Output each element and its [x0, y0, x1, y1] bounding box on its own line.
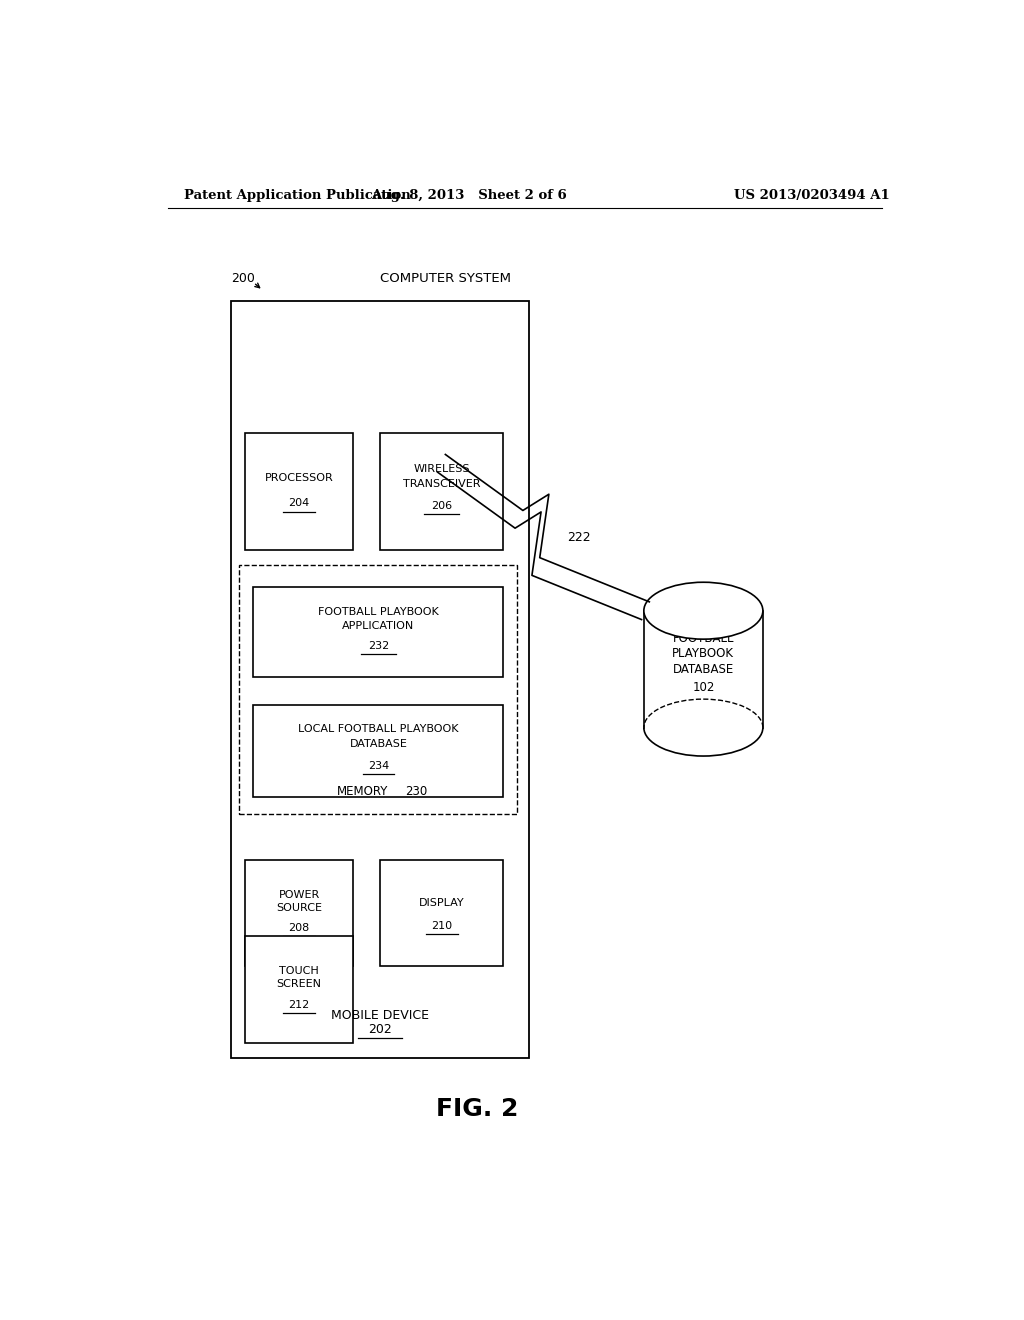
Text: 234: 234 — [368, 762, 389, 771]
Text: Patent Application Publication: Patent Application Publication — [183, 189, 411, 202]
Text: FOOTBALL: FOOTBALL — [673, 632, 734, 645]
Text: 206: 206 — [431, 500, 453, 511]
FancyBboxPatch shape — [253, 705, 504, 797]
FancyBboxPatch shape — [246, 936, 352, 1043]
FancyBboxPatch shape — [644, 611, 763, 727]
Text: 212: 212 — [289, 999, 309, 1010]
FancyBboxPatch shape — [246, 859, 352, 966]
Text: POWER: POWER — [279, 890, 319, 900]
Text: 232: 232 — [368, 642, 389, 651]
Text: LOCAL FOOTBALL PLAYBOOK: LOCAL FOOTBALL PLAYBOOK — [298, 723, 459, 734]
Text: 200: 200 — [231, 272, 255, 285]
Text: 230: 230 — [404, 785, 427, 799]
Text: COMPUTER SYSTEM: COMPUTER SYSTEM — [380, 272, 511, 285]
Text: DISPLAY: DISPLAY — [419, 898, 465, 908]
Text: 210: 210 — [431, 921, 453, 932]
Text: WIRELESS: WIRELESS — [414, 463, 470, 474]
Text: PLAYBOOK: PLAYBOOK — [673, 647, 734, 660]
FancyBboxPatch shape — [380, 859, 504, 966]
Text: TRANSCEIVER: TRANSCEIVER — [403, 479, 480, 490]
Ellipse shape — [644, 582, 763, 639]
Text: Aug. 8, 2013   Sheet 2 of 6: Aug. 8, 2013 Sheet 2 of 6 — [372, 189, 567, 202]
Text: 102: 102 — [692, 681, 715, 694]
Text: FIG. 2: FIG. 2 — [436, 1097, 518, 1121]
Text: 208: 208 — [289, 923, 309, 933]
Text: 222: 222 — [567, 531, 591, 544]
FancyBboxPatch shape — [240, 565, 517, 814]
Text: 202: 202 — [368, 1023, 392, 1036]
Text: PROCESSOR: PROCESSOR — [264, 473, 334, 483]
FancyBboxPatch shape — [231, 301, 528, 1057]
Text: APPLICATION: APPLICATION — [342, 620, 415, 631]
FancyBboxPatch shape — [380, 433, 504, 549]
Text: DATABASE: DATABASE — [349, 739, 408, 748]
Text: DATABASE: DATABASE — [673, 663, 734, 676]
Text: MOBILE DEVICE: MOBILE DEVICE — [331, 1008, 429, 1022]
Text: 204: 204 — [289, 499, 309, 508]
Text: TOUCH: TOUCH — [280, 966, 318, 975]
Text: SCREEN: SCREEN — [276, 979, 322, 989]
Text: SOURCE: SOURCE — [276, 903, 322, 913]
Text: MEMORY: MEMORY — [337, 785, 388, 799]
FancyBboxPatch shape — [253, 587, 504, 677]
FancyBboxPatch shape — [246, 433, 352, 549]
Text: FOOTBALL PLAYBOOK: FOOTBALL PLAYBOOK — [318, 607, 438, 616]
Text: US 2013/0203494 A1: US 2013/0203494 A1 — [734, 189, 890, 202]
